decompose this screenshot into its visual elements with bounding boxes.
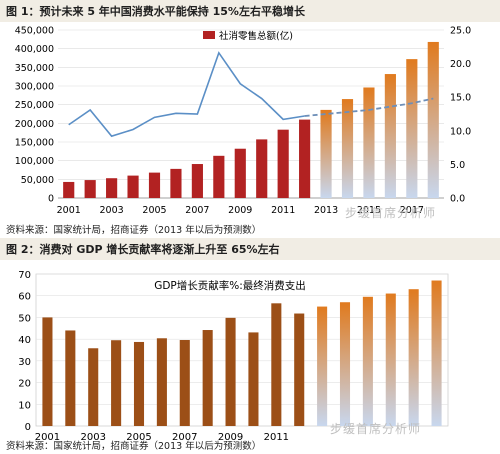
forecast-bar (408, 289, 419, 426)
figure2-caption-bar: 图 2：消费对 GDP 增长贡献率将逐渐上升至 65%左右 (0, 238, 500, 260)
y-tick-label: 50,000 (21, 175, 54, 186)
figure2-source: 资料来源：国家统计局，招商证券（2013 年以后为预测数） (6, 441, 262, 452)
y-tick-label: 20 (18, 379, 31, 390)
figure2-caption: 图 2：消费对 GDP 增长贡献率将逐渐上升至 65%左右 (6, 243, 280, 256)
figure1-watermark: 步缓首席分析师 (345, 206, 437, 220)
chart2: 0 10 20 30 40 50 60 70 2001 2003 2005 2007 2009 2011 G… (18, 270, 449, 440)
bar (277, 129, 289, 198)
y2-tick-label: 25.0 (450, 26, 471, 37)
y-tick-label: 200,000 (15, 119, 54, 130)
x-tick-label: 2009 (228, 205, 252, 216)
bar (179, 340, 190, 426)
x-tick-label: 2005 (142, 205, 166, 216)
bar (213, 155, 225, 198)
bar (133, 341, 145, 426)
chart-title: GDP增长贡献率%:最终消费支出 (154, 279, 306, 292)
y-tick-label: 70 (18, 270, 31, 281)
x-tick-label: 2015 (357, 205, 381, 216)
y2-tick-label: 5.0 (450, 160, 465, 171)
x-tick-label: 2005 (126, 432, 151, 440)
x-tick-label: 2011 (264, 432, 289, 440)
forecast-bar (431, 280, 442, 426)
forecast-bar (385, 293, 396, 426)
x-tick-label: 2017 (400, 205, 424, 216)
bar (65, 330, 76, 426)
y2-tick-label: 15.0 (450, 93, 471, 104)
y-tick-label: 40 (18, 335, 31, 346)
bar (294, 313, 305, 426)
forecast-bar (406, 59, 418, 199)
y-tick-label: 250,000 (15, 100, 54, 111)
y-tick-label: 400,000 (15, 44, 54, 55)
bar (156, 338, 167, 426)
x-tick-label: 2001 (57, 205, 81, 216)
x-tick-label: 2009 (218, 432, 243, 440)
figure1-source: 资料来源：国家统计局，招商证券（2013 年以后为预测数） (6, 225, 262, 236)
bar (256, 139, 268, 198)
forecast-bar (362, 296, 373, 426)
legend-swatch (203, 31, 215, 39)
x-tick-label: 2013 (314, 205, 338, 216)
chart1: 0 50,000 100,000 150,000 200,000 250,000 300,0… (15, 26, 471, 217)
bar (63, 181, 75, 198)
x-tick-label: 2011 (271, 205, 295, 216)
bar (271, 303, 282, 426)
bar (106, 178, 118, 198)
forecast-bar (339, 302, 351, 426)
bar (248, 332, 259, 426)
y2-tick-label: 0.0 (450, 194, 465, 205)
bar (42, 317, 53, 426)
y-tick-label: 100,000 (15, 156, 54, 167)
bar (191, 164, 203, 198)
growth-line-forecast (304, 97, 434, 117)
forecast-bar (317, 306, 328, 426)
y2-tick-label: 10.0 (450, 126, 471, 137)
forecast-bar (384, 74, 396, 198)
y-tick-label: 350,000 (15, 63, 54, 74)
bar (111, 340, 122, 426)
bar (170, 168, 182, 198)
bar (88, 348, 99, 426)
bar (225, 317, 236, 426)
y-tick-label: 300,000 (15, 82, 54, 93)
x-tick-label: 2003 (80, 432, 105, 440)
y-tick-label: 30 (18, 357, 31, 368)
figure2-watermark: 步缓首席分析师 (330, 422, 422, 436)
bar (127, 175, 139, 198)
bar (299, 119, 311, 198)
y-tick-label: 0 (48, 194, 54, 205)
x-tick-label: 2007 (172, 432, 197, 440)
bar (202, 330, 213, 426)
figure1-caption: 图 1：预计未来 5 年中国消费水平能保持 15%左右平稳增长 (6, 5, 305, 18)
x-tick-label: 2007 (185, 205, 209, 216)
legend-label: 社消零售总额(亿) (219, 30, 293, 42)
bar (148, 172, 161, 198)
y-tick-label: 0 (25, 422, 31, 433)
x-tick-label: 2003 (100, 205, 124, 216)
forecast-bar (427, 41, 439, 198)
growth-line (68, 51, 305, 138)
forecast-bar (341, 99, 354, 198)
bar (234, 148, 246, 198)
y2-tick-label: 20.0 (450, 59, 471, 70)
bar (84, 180, 96, 198)
forecast-bar (363, 87, 375, 198)
forecast-bar (320, 109, 332, 198)
y-tick-label: 450,000 (15, 26, 54, 37)
figure1-caption-bar: 图 1：预计未来 5 年中国消费水平能保持 15%左右平稳增长 (0, 0, 500, 22)
y-tick-label: 50 (18, 313, 31, 324)
x-tick-label: 2001 (35, 432, 60, 440)
y-tick-label: 150,000 (15, 138, 54, 149)
y-tick-label: 60 (18, 292, 31, 303)
y-tick-label: 10 (18, 400, 31, 411)
